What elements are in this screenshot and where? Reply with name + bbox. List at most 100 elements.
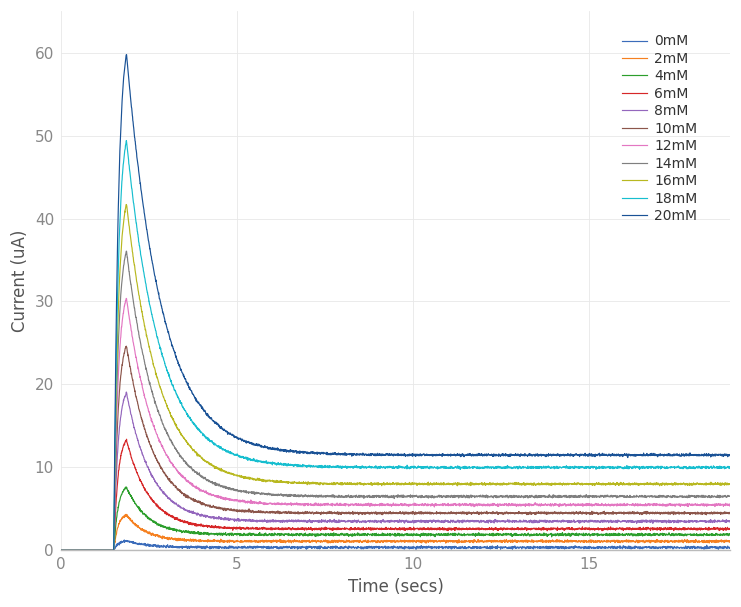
18mM <box>725 464 734 471</box>
20mM <box>133 158 142 165</box>
4mM <box>313 531 322 538</box>
12mM <box>173 467 182 474</box>
0mM <box>133 540 142 548</box>
12mM <box>342 500 351 507</box>
20mM <box>713 450 722 458</box>
20mM <box>342 450 351 458</box>
0mM <box>713 544 722 551</box>
20mM <box>122 51 131 58</box>
4mM <box>640 531 649 538</box>
20mM <box>173 357 182 364</box>
16mM <box>640 481 649 488</box>
0mM <box>725 544 734 551</box>
16mM <box>122 201 130 208</box>
10mM <box>713 510 722 517</box>
18mM <box>133 228 142 236</box>
8mM <box>133 435 142 443</box>
Legend: 0mM, 2mM, 4mM, 6mM, 8mM, 10mM, 12mM, 14mM, 16mM, 18mM, 20mM: 0mM, 2mM, 4mM, 6mM, 8mM, 10mM, 12mM, 14m… <box>617 29 703 229</box>
18mM <box>56 547 65 554</box>
14mM <box>640 493 649 501</box>
2mM <box>56 547 65 554</box>
10mM <box>56 547 65 554</box>
16mM <box>56 547 65 554</box>
8mM <box>342 518 351 525</box>
10mM <box>313 509 322 516</box>
6mM <box>313 526 322 533</box>
12mM <box>313 501 322 509</box>
12mM <box>713 501 722 508</box>
4mM <box>173 527 182 534</box>
8mM <box>640 517 649 524</box>
6mM <box>713 524 722 532</box>
18mM <box>173 392 182 399</box>
0mM <box>120 537 129 544</box>
Y-axis label: Current (uA): Current (uA) <box>11 229 29 332</box>
18mM <box>122 137 130 144</box>
12mM <box>122 295 130 302</box>
20mM <box>725 452 734 459</box>
10mM <box>725 509 734 516</box>
14mM <box>56 547 65 554</box>
8mM <box>313 518 322 525</box>
20mM <box>313 450 322 458</box>
14mM <box>713 492 722 500</box>
2mM <box>640 537 649 544</box>
2mM <box>122 510 130 518</box>
14mM <box>133 323 142 330</box>
Line: 4mM: 4mM <box>61 487 730 551</box>
2mM <box>133 522 142 529</box>
10mM <box>133 398 142 405</box>
6mM <box>342 525 351 532</box>
4mM <box>725 531 734 538</box>
10mM <box>122 342 130 350</box>
4mM <box>713 530 722 537</box>
16mM <box>713 481 722 488</box>
12mM <box>725 503 734 510</box>
Line: 20mM: 20mM <box>61 55 730 551</box>
14mM <box>122 248 130 255</box>
2mM <box>342 538 351 546</box>
16mM <box>725 481 734 488</box>
0mM <box>173 543 182 550</box>
12mM <box>640 503 649 510</box>
20mM <box>640 452 649 459</box>
Line: 0mM: 0mM <box>61 540 730 551</box>
14mM <box>342 492 351 500</box>
6mM <box>122 436 131 443</box>
8mM <box>56 547 65 554</box>
4mM <box>342 530 351 537</box>
18mM <box>342 463 351 470</box>
18mM <box>713 463 722 470</box>
4mM <box>56 547 65 554</box>
0mM <box>56 547 65 554</box>
Line: 18mM: 18mM <box>61 141 730 551</box>
14mM <box>173 448 182 455</box>
12mM <box>56 547 65 554</box>
Line: 8mM: 8mM <box>61 392 730 551</box>
Line: 14mM: 14mM <box>61 251 730 551</box>
8mM <box>173 501 182 509</box>
20mM <box>56 547 65 554</box>
16mM <box>342 481 351 488</box>
8mM <box>725 518 734 525</box>
Line: 2mM: 2mM <box>61 514 730 551</box>
Line: 12mM: 12mM <box>61 299 730 551</box>
10mM <box>173 486 182 493</box>
14mM <box>313 493 322 501</box>
6mM <box>56 547 65 554</box>
2mM <box>725 538 734 546</box>
6mM <box>173 514 182 521</box>
6mM <box>133 470 142 477</box>
12mM <box>133 361 142 368</box>
X-axis label: Time (secs): Time (secs) <box>348 578 443 596</box>
0mM <box>342 544 351 551</box>
6mM <box>725 526 734 533</box>
0mM <box>313 545 322 552</box>
0mM <box>640 544 649 551</box>
18mM <box>313 463 322 470</box>
16mM <box>133 282 142 290</box>
4mM <box>122 483 130 490</box>
10mM <box>342 510 351 517</box>
2mM <box>313 537 322 544</box>
2mM <box>173 537 182 544</box>
